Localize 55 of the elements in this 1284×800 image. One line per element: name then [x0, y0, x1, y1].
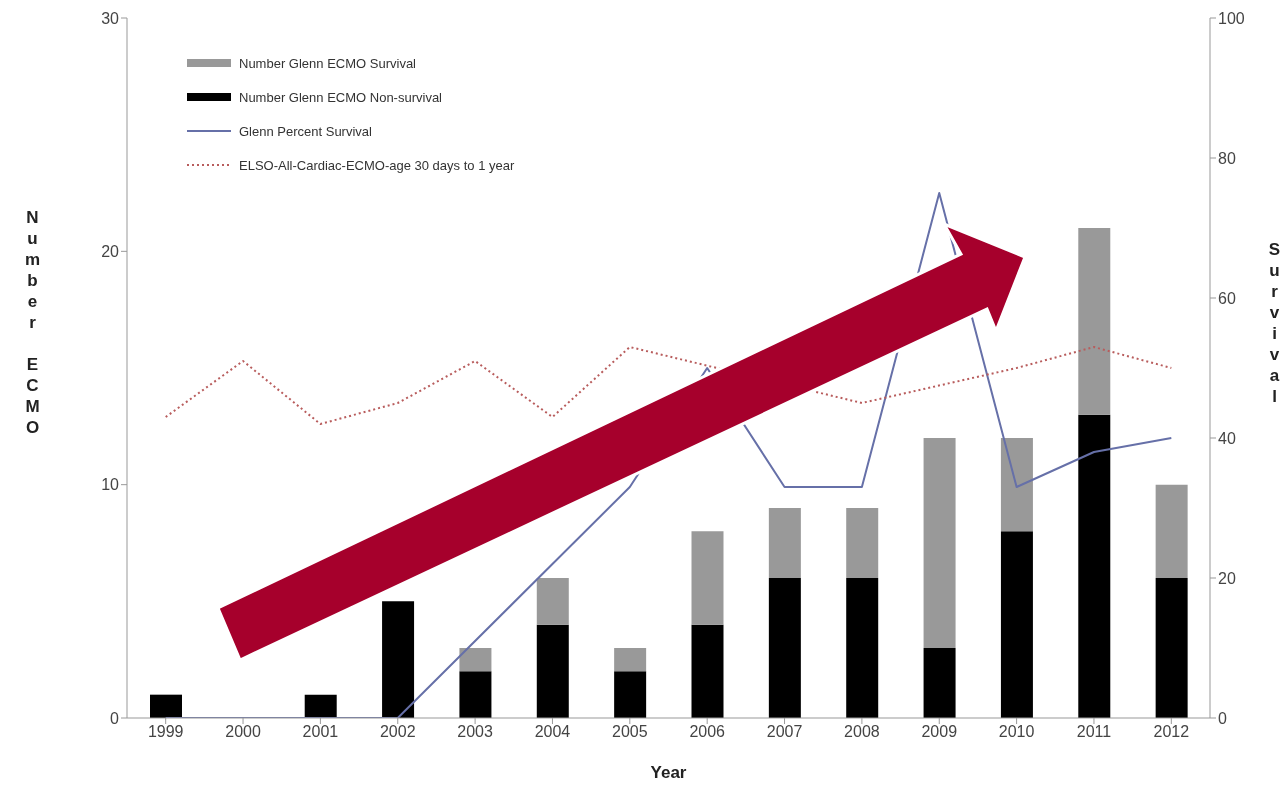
bar: [614, 671, 647, 718]
y-tick-label: 30: [101, 9, 120, 27]
x-tick-label: 2000: [225, 723, 261, 741]
bar: [1155, 484, 1188, 578]
y-axis-title: Number ECMO: [22, 208, 42, 439]
y2-tick-label: 40: [1218, 429, 1236, 447]
x-tick-label: 2012: [1153, 723, 1190, 741]
bar: [150, 694, 182, 718]
bar: [614, 648, 647, 672]
bar: [459, 671, 492, 718]
x-tick-label: 2009: [921, 723, 958, 741]
bar: [382, 601, 415, 718]
bar: [1078, 414, 1111, 718]
bar: [691, 531, 724, 625]
bar: [846, 508, 879, 578]
x-tick-label: 2003: [457, 723, 494, 741]
bar: [536, 578, 569, 625]
bar: [923, 438, 956, 648]
x-tick-label: 2004: [534, 723, 571, 741]
y2-tick-label: 60: [1218, 289, 1236, 307]
y-tick-label: 10: [101, 476, 120, 494]
bar: [1155, 578, 1188, 718]
x-axis-title: Year: [650, 763, 687, 782]
x-tick-label: 2002: [379, 723, 416, 741]
bar: [768, 578, 801, 718]
bar: [1000, 531, 1033, 718]
bar: [846, 578, 879, 718]
bar: [304, 694, 337, 718]
bar: [691, 624, 724, 718]
y-tick-label: 0: [110, 709, 120, 727]
bar: [768, 508, 801, 578]
y2-tick-label: 0: [1218, 709, 1227, 727]
bar: [1078, 228, 1111, 415]
legend-label: Glenn Percent Survival: [239, 123, 372, 139]
bar: [536, 624, 569, 718]
y-tick-label: 20: [101, 243, 120, 261]
y2-tick-label: 100: [1218, 9, 1245, 27]
x-tick-label: 2006: [689, 723, 726, 741]
bar: [923, 648, 956, 718]
x-tick-label: 2005: [612, 723, 648, 741]
legend-label: Number Glenn ECMO Survival: [239, 55, 416, 71]
y2-axis-title: Survival: [1264, 240, 1284, 408]
x-tick-label: 2001: [302, 723, 339, 741]
x-tick-label: 2008: [844, 723, 880, 741]
x-tick-label: 1999: [147, 723, 184, 741]
x-tick-label: 2011: [1076, 723, 1112, 741]
line-series: [164, 346, 1173, 425]
x-tick-label: 2010: [998, 723, 1035, 741]
legend-label: Number Glenn ECMO Non-survival: [239, 89, 443, 105]
bar: [459, 648, 492, 672]
legend-label: ELSO-All-Cardiac-ECMO-age 30 days to 1 year: [239, 157, 515, 173]
bar: [1000, 438, 1033, 532]
y2-tick-label: 20: [1218, 569, 1236, 587]
y2-tick-label: 80: [1218, 149, 1236, 167]
x-tick-label: 2007: [766, 723, 803, 741]
